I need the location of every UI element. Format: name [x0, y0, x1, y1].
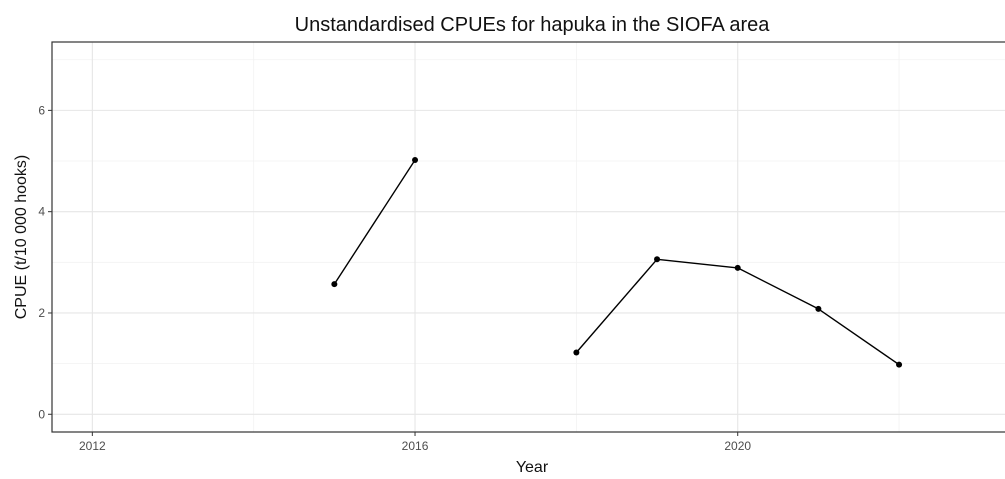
y-axis: 0 2 4 6 — [38, 103, 52, 421]
x-axis: 2012 2016 2020 — [79, 432, 751, 453]
data-point — [573, 349, 580, 356]
x-tick-label: 2016 — [402, 439, 429, 453]
x-tick-label: 2020 — [724, 439, 751, 453]
series-layer — [331, 157, 903, 368]
plot-panel-border — [51, 41, 1005, 433]
x-tick-label: 2012 — [79, 439, 106, 453]
series-line-segment — [737, 267, 819, 310]
series-line-segment — [817, 308, 900, 366]
minor-gridlines — [52, 42, 1005, 432]
series-line-segment — [575, 258, 658, 353]
y-axis-title: CPUE (t/10 000 hooks) — [13, 155, 30, 320]
data-point — [654, 256, 661, 263]
data-point — [896, 361, 903, 368]
y-tick-label: 2 — [38, 306, 45, 320]
data-point — [815, 305, 822, 312]
y-tick-label: 6 — [38, 103, 45, 117]
data-point — [734, 264, 741, 271]
data-point — [331, 281, 338, 288]
x-axis-title: Year — [516, 459, 549, 476]
series-line-segment — [333, 159, 416, 285]
series-line-segment — [656, 258, 738, 269]
y-tick-label: 4 — [38, 205, 45, 219]
major-gridlines — [52, 42, 1005, 432]
y-tick-label: 0 — [38, 407, 45, 421]
data-point — [412, 157, 419, 164]
chart-title: Unstandardised CPUEs for hapuka in the S… — [295, 14, 771, 36]
